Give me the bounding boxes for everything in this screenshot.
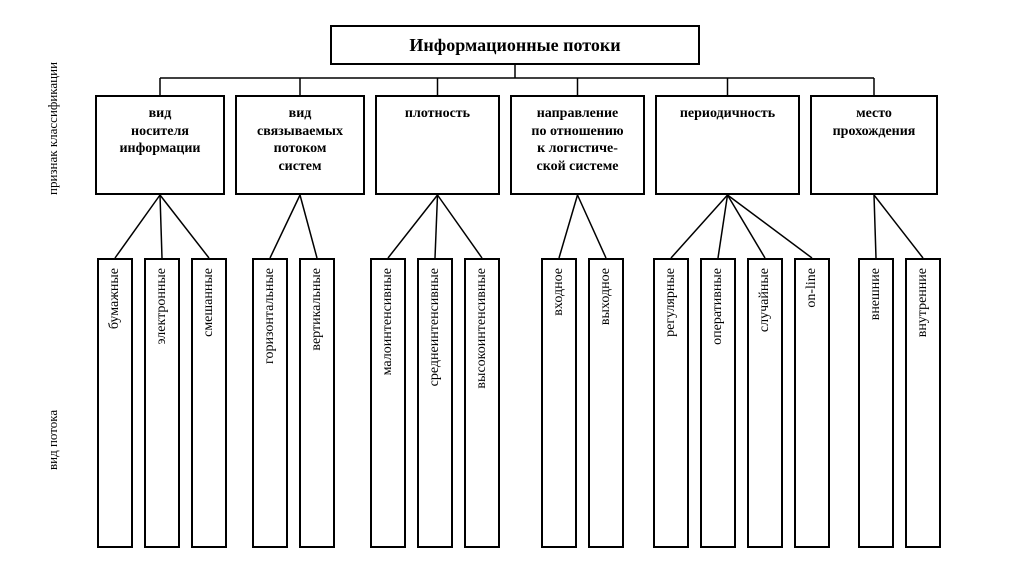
leaf-label: малоинтенсивные	[380, 268, 396, 375]
leaf-box: внутренние	[905, 258, 941, 548]
leaf-label: среднеинтенсивные	[427, 268, 443, 386]
leaf-box: внешние	[858, 258, 894, 548]
category-box-c5: место прохождения	[810, 95, 938, 195]
leaf-label: горизонтальные	[262, 268, 278, 364]
leaf-label: внутренние	[915, 268, 931, 337]
category-label: вид носителя информации	[119, 105, 200, 158]
root-label: Информационные потоки	[409, 35, 620, 56]
category-label: периодичность	[680, 105, 775, 123]
category-box-c0: вид носителя информации	[95, 95, 225, 195]
leaf-box: электронные	[144, 258, 180, 548]
root-box: Информационные потоки	[330, 25, 700, 65]
leaf-label: on-line	[804, 268, 820, 308]
category-box-c4: периодичность	[655, 95, 800, 195]
leaf-label: случайные	[757, 268, 773, 332]
leaf-box: бумажные	[97, 258, 133, 548]
leaf-box: on-line	[794, 258, 830, 548]
leaf-label: высокоинтенсивные	[474, 268, 490, 389]
leaf-box: оперативные	[700, 258, 736, 548]
leaf-label: электронные	[154, 268, 170, 344]
category-box-c2: плотность	[375, 95, 500, 195]
category-label: плотность	[405, 105, 470, 123]
leaf-box: горизонтальные	[252, 258, 288, 548]
leaf-box: случайные	[747, 258, 783, 548]
leaf-box: входное	[541, 258, 577, 548]
leaf-box: вертикальные	[299, 258, 335, 548]
leaf-label: бумажные	[107, 268, 123, 329]
category-label: вид связываемых потоком систем	[257, 105, 343, 175]
side-label-flow-type: вид потока	[45, 350, 61, 470]
category-box-c1: вид связываемых потоком систем	[235, 95, 365, 195]
leaf-box: высокоинтенсивные	[464, 258, 500, 548]
leaf-label: регулярные	[663, 268, 679, 337]
side-label-classification: признак классификации	[45, 95, 61, 195]
leaf-label: входное	[551, 268, 567, 316]
leaf-box: смешанные	[191, 258, 227, 548]
category-label: место прохождения	[833, 105, 916, 140]
leaf-box: среднеинтенсивные	[417, 258, 453, 548]
leaf-label: смешанные	[201, 268, 217, 337]
category-label: направление по отношению к логистиче- ск…	[531, 105, 623, 175]
leaf-box: регулярные	[653, 258, 689, 548]
leaf-label: вертикальные	[309, 268, 325, 351]
leaf-label: выходное	[598, 268, 614, 325]
leaf-label: оперативные	[710, 268, 726, 345]
leaf-box: выходное	[588, 258, 624, 548]
category-box-c3: направление по отношению к логистиче- ск…	[510, 95, 645, 195]
leaf-box: малоинтенсивные	[370, 258, 406, 548]
leaf-label: внешние	[868, 268, 884, 320]
